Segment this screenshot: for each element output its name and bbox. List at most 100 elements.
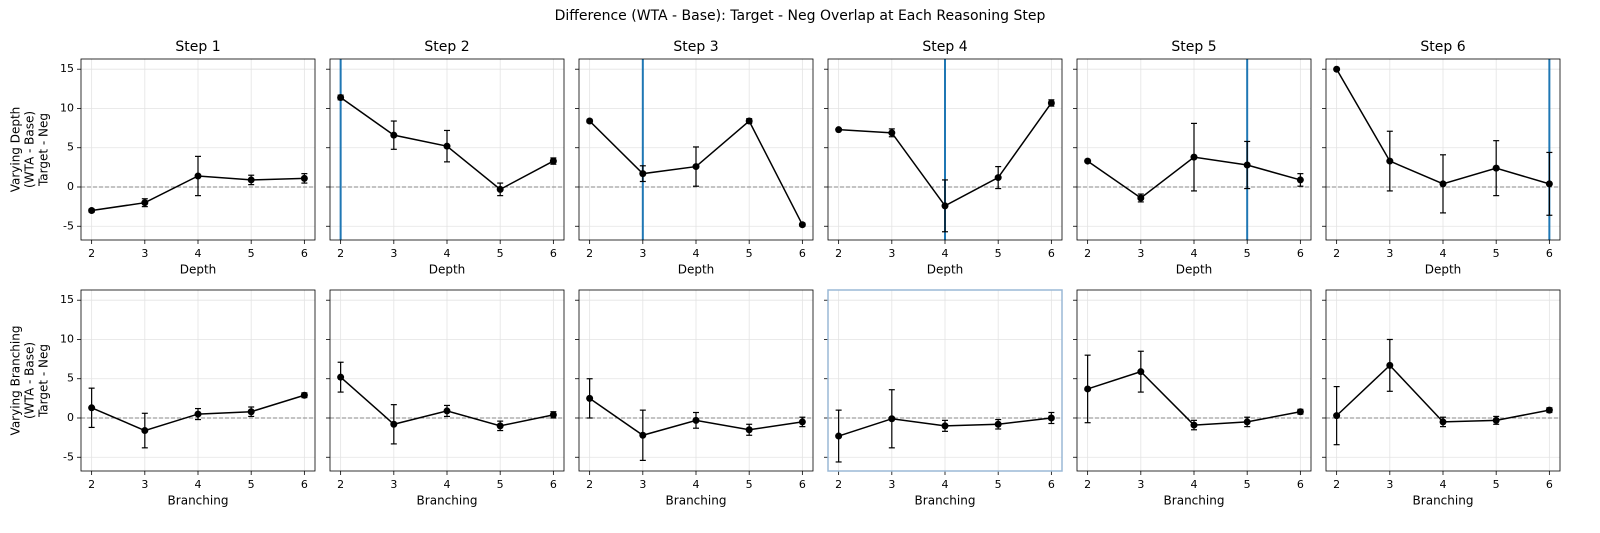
plot-frame xyxy=(1076,58,1312,241)
y-axis-label: Target - Neg xyxy=(37,113,51,187)
plot-frame xyxy=(827,58,1063,241)
x-tick-label: 6 xyxy=(1297,247,1304,260)
data-point xyxy=(1386,361,1394,369)
plot-frame xyxy=(1076,289,1312,472)
y-tick-label: 10 xyxy=(60,332,74,345)
x-tick-label: 5 xyxy=(746,478,753,491)
x-tick-label: 2 xyxy=(835,478,842,491)
data-point xyxy=(798,221,806,229)
x-tick-label: 6 xyxy=(1048,247,1055,260)
x-tick-label: 6 xyxy=(799,478,806,491)
data-point xyxy=(1545,406,1553,414)
data-point xyxy=(692,416,700,424)
x-tick-label: 3 xyxy=(639,247,646,260)
data-point xyxy=(994,174,1002,182)
x-tick-label: 4 xyxy=(942,247,949,260)
y-tick-label: 0 xyxy=(67,411,74,424)
x-tick-label: 5 xyxy=(497,478,504,491)
x-axis-label: Depth xyxy=(678,263,715,277)
x-axis-label: Branching xyxy=(915,494,976,508)
x-axis-label: Depth xyxy=(180,263,217,277)
x-tick-label: 3 xyxy=(141,478,148,491)
y-axis-label: Varying Depth xyxy=(9,107,23,193)
data-point xyxy=(88,404,96,412)
x-tick-label: 6 xyxy=(1546,247,1553,260)
data-point xyxy=(888,129,896,137)
data-point xyxy=(1333,65,1341,73)
data-point xyxy=(1333,412,1341,420)
x-tick-label: 5 xyxy=(1493,247,1500,260)
x-tick-label: 3 xyxy=(390,247,397,260)
data-point xyxy=(337,93,345,101)
subplot-title: Step 3 xyxy=(673,39,718,55)
data-point xyxy=(1296,408,1304,416)
data-point xyxy=(1084,157,1092,165)
data-point xyxy=(639,170,647,178)
x-tick-label: 2 xyxy=(88,247,95,260)
plot-frame xyxy=(1325,289,1561,472)
y-tick-label: 10 xyxy=(60,101,74,114)
data-point xyxy=(337,373,345,381)
data-point xyxy=(888,415,896,423)
data-point xyxy=(586,117,594,125)
data-point xyxy=(496,422,504,430)
x-tick-label: 6 xyxy=(550,247,557,260)
data-point xyxy=(1243,161,1251,169)
x-tick-label: 4 xyxy=(444,478,451,491)
data-point xyxy=(549,157,557,165)
data-point xyxy=(1137,194,1145,202)
x-tick-label: 2 xyxy=(586,247,593,260)
data-point xyxy=(194,410,202,418)
x-tick-label: 5 xyxy=(248,478,255,491)
x-tick-label: 6 xyxy=(799,247,806,260)
x-tick-label: 5 xyxy=(1493,478,1500,491)
x-tick-label: 3 xyxy=(888,247,895,260)
x-tick-label: 6 xyxy=(1048,478,1055,491)
y-tick-label: 15 xyxy=(60,293,74,306)
x-tick-label: 3 xyxy=(390,478,397,491)
x-axis-label: Branching xyxy=(168,494,229,508)
x-tick-label: 5 xyxy=(995,247,1002,260)
subplot-title: Step 6 xyxy=(1420,39,1465,55)
subplot-title: Step 1 xyxy=(175,39,220,55)
subplot-title: Step 5 xyxy=(1171,39,1216,55)
x-tick-label: 3 xyxy=(888,478,895,491)
subplot-title: Step 2 xyxy=(424,39,469,55)
data-point xyxy=(941,422,949,430)
x-tick-label: 2 xyxy=(1084,478,1091,491)
x-tick-label: 5 xyxy=(1244,478,1251,491)
data-point xyxy=(835,126,843,134)
y-tick-label: 5 xyxy=(67,141,74,154)
x-tick-label: 4 xyxy=(195,478,202,491)
data-point xyxy=(390,131,398,139)
figure-title: Difference (WTA - Base): Target - Neg Ov… xyxy=(555,8,1046,24)
data-point xyxy=(1084,385,1092,393)
data-point xyxy=(141,199,149,207)
plot-frame xyxy=(80,289,316,472)
y-axis-label: (WTA - Base) xyxy=(23,342,37,419)
data-point xyxy=(639,431,647,439)
data-point xyxy=(443,142,451,150)
data-point xyxy=(194,172,202,180)
data-point xyxy=(798,418,806,426)
y-tick-label: 0 xyxy=(67,180,74,193)
x-tick-label: 6 xyxy=(1546,478,1553,491)
data-point xyxy=(1190,153,1198,161)
x-tick-label: 6 xyxy=(550,478,557,491)
x-tick-label: 3 xyxy=(1386,247,1393,260)
plot-frame xyxy=(80,58,316,241)
x-tick-label: 2 xyxy=(1333,478,1340,491)
x-tick-label: 2 xyxy=(586,478,593,491)
x-tick-label: 2 xyxy=(835,247,842,260)
data-point xyxy=(1492,164,1500,172)
y-axis-label: Varying Branching xyxy=(9,326,23,436)
x-axis-label: Depth xyxy=(1425,263,1462,277)
x-tick-label: 5 xyxy=(248,247,255,260)
data-point xyxy=(1047,99,1055,107)
data-point xyxy=(300,391,308,399)
plot-frame xyxy=(329,58,565,241)
data-point xyxy=(1386,157,1394,165)
data-point xyxy=(1296,176,1304,184)
data-point xyxy=(247,408,255,416)
x-axis-label: Branching xyxy=(417,494,478,508)
